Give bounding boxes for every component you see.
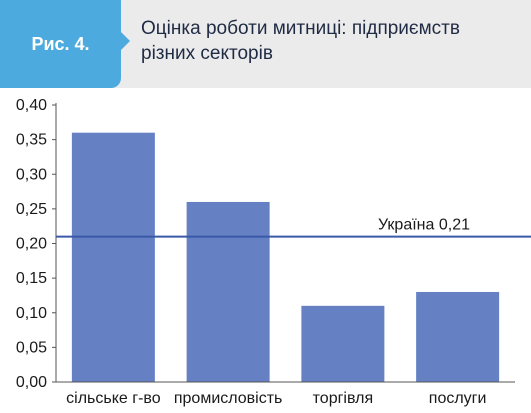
bar	[301, 305, 385, 382]
y-tick-label: 0,35	[16, 132, 47, 149]
figure-badge	[0, 0, 121, 88]
bar-chart: 0,00 0,05 0,10 0,15 0,20 0,25 0,30 0,35 0,40 сіль…	[16, 97, 531, 407]
y-tick-label: 0,30	[16, 166, 47, 183]
y-tick-label: 0,25	[16, 201, 47, 218]
x-tick-label: сільське г-во	[66, 390, 161, 407]
chart-title: Оцінка роботи митниці: підприємств різни…	[141, 18, 460, 64]
y-tick-label: 0,10	[16, 305, 47, 322]
y-tick-label: 0,20	[16, 236, 47, 253]
bar	[71, 132, 155, 382]
y-tick-label: 0,15	[16, 270, 47, 287]
reference-line-label: Україна 0,21	[378, 217, 470, 234]
bar	[186, 201, 270, 382]
figure-label: Рис. 4.	[31, 34, 90, 54]
x-tick-label: промисловість	[174, 390, 283, 407]
x-tick-label: торгівля	[313, 390, 373, 407]
bar	[416, 291, 500, 382]
figure-badge-arrow	[121, 32, 130, 50]
y-tick-label: 0,00	[16, 374, 47, 391]
y-tick-label: 0,40	[16, 97, 47, 114]
y-tick-label: 0,05	[16, 339, 47, 356]
x-tick-label: послуги	[429, 390, 487, 407]
